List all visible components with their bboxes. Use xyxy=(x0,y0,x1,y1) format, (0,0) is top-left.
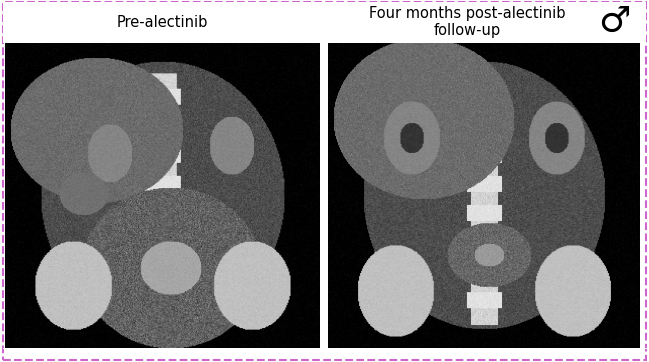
Text: a: a xyxy=(14,324,25,339)
Text: Four months post-alectinib
follow-up: Four months post-alectinib follow-up xyxy=(369,6,565,38)
Text: b: b xyxy=(332,324,343,339)
Text: Pre-alectinib: Pre-alectinib xyxy=(117,15,208,30)
Text: ♂: ♂ xyxy=(598,5,631,39)
Bar xyxy=(3,2,646,43)
